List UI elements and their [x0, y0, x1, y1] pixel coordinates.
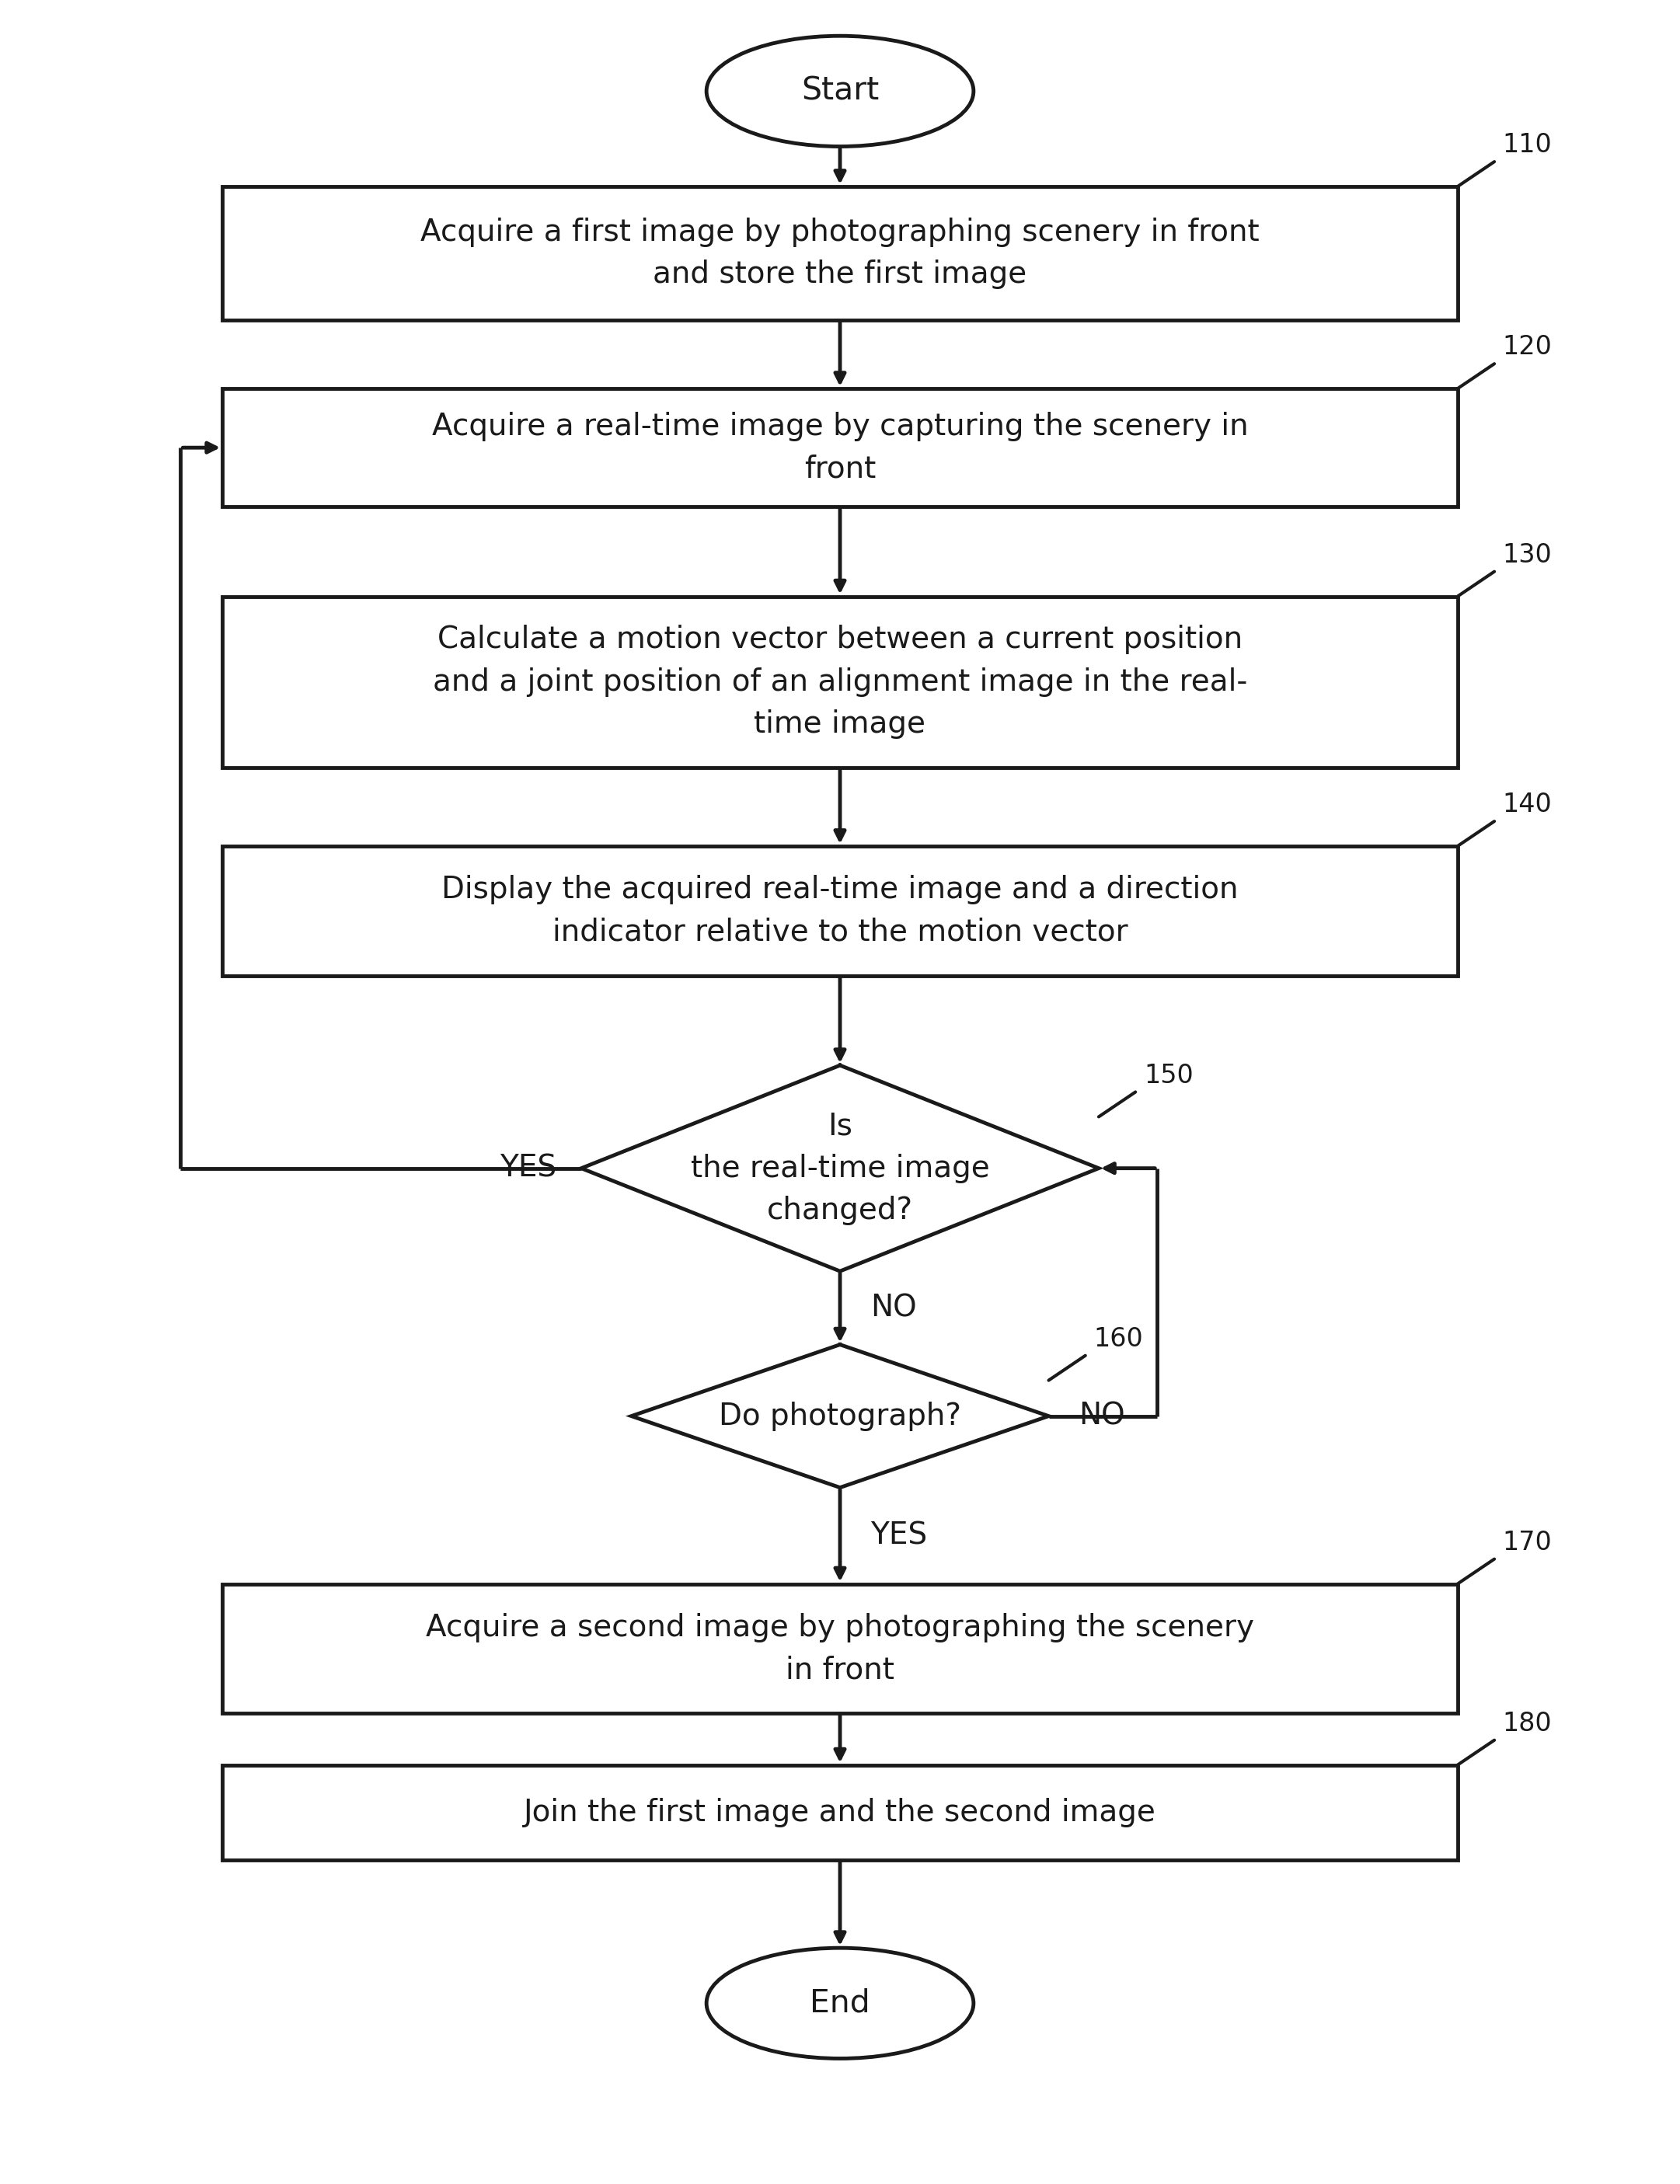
Text: Acquire a real-time image by capturing the scenery in
front: Acquire a real-time image by capturing t… [432, 413, 1248, 483]
Text: 130: 130 [1502, 542, 1552, 568]
Ellipse shape [707, 35, 973, 146]
Bar [222, 186, 1458, 319]
Text: YES: YES [870, 1520, 927, 1551]
Bar [222, 1765, 1458, 1861]
Text: Do photograph?: Do photograph? [719, 1402, 961, 1431]
Text: Is
the real-time image
changed?: Is the real-time image changed? [690, 1112, 990, 1225]
Text: 170: 170 [1502, 1529, 1552, 1555]
Text: End: End [810, 1987, 870, 2018]
Text: 120: 120 [1502, 334, 1552, 360]
Text: Calculate a motion vector between a current position
and a joint position of an : Calculate a motion vector between a curr… [433, 625, 1247, 738]
Bar [222, 1583, 1458, 1714]
Bar [222, 596, 1458, 769]
Text: YES: YES [499, 1153, 556, 1184]
Text: Acquire a first image by photographing scenery in front
and store the first imag: Acquire a first image by photographing s… [420, 216, 1260, 288]
Text: NO: NO [870, 1293, 916, 1324]
Polygon shape [581, 1066, 1099, 1271]
Text: Start: Start [801, 76, 879, 107]
Polygon shape [632, 1345, 1048, 1487]
Text: 180: 180 [1502, 1710, 1552, 1736]
Text: 140: 140 [1502, 793, 1552, 817]
Ellipse shape [707, 1948, 973, 2060]
Text: Display the acquired real-time image and a direction
indicator relative to the m: Display the acquired real-time image and… [442, 876, 1238, 948]
Text: 160: 160 [1094, 1326, 1144, 1352]
Text: 110: 110 [1502, 133, 1552, 157]
Text: 150: 150 [1144, 1064, 1193, 1088]
Text: Acquire a second image by photographing the scenery
in front: Acquire a second image by photographing … [425, 1612, 1255, 1684]
Text: NO: NO [1079, 1402, 1126, 1431]
Text: Join the first image and the second image: Join the first image and the second imag… [524, 1797, 1156, 1828]
Bar [222, 389, 1458, 507]
Bar [222, 845, 1458, 976]
